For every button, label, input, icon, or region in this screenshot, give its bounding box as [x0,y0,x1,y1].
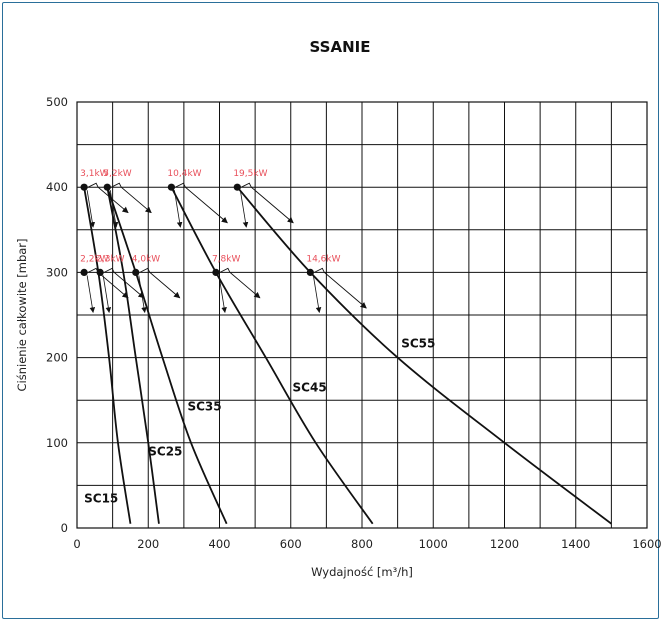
operating-point-dot [80,183,88,191]
power-leader-arrow [103,267,145,299]
flow-arrow [109,190,119,228]
curve-label-sc15: SC15 [84,491,118,505]
x-tick-label: 1400 [561,537,590,551]
x-tick-label: 200 [137,537,159,551]
x-tick-label: 1600 [632,537,661,551]
curve-label-sc45: SC45 [293,381,327,395]
power-label: 14,6kW [306,254,340,264]
x-tick-label: 800 [351,537,373,551]
power-leader-arrow [139,267,181,299]
power-leader-arrow [87,267,129,299]
curve-label-sc25: SC25 [148,445,182,459]
curve-sc35 [106,186,228,525]
flow-arrow [86,275,96,313]
flow-arrow [239,190,249,228]
power-label: 4,0kW [132,254,161,264]
power-leader-arrow [314,267,367,309]
y-tick-label: 400 [46,180,68,194]
chart-labels: 3,1kW 2,2kW 5,2kW 2,3kW 4,0kW 10,4kW 7,8kW 19,5… [80,169,435,505]
power-label: 2,3kW [96,254,125,264]
y-tick-label: 300 [46,265,68,279]
operating-point-dot [132,268,140,276]
power-label: 10,4kW [167,169,201,179]
y-axis-label: Ciśnienie całkowite [mbar] [15,238,29,391]
curve-sc15 [83,187,132,524]
curve-sc45 [170,186,374,525]
operating-point-dot [233,183,241,191]
plot-border [76,101,648,529]
y-tick-label: 500 [46,95,68,109]
power-leader-arrow [111,182,152,214]
power-label: 2,2kW [80,254,109,264]
power-leader-arrow [175,182,228,224]
power-leader-arrow [87,182,129,214]
power-label: 3,1kW [80,169,109,179]
y-tick-label: 200 [46,351,68,365]
x-tick-label: 1000 [419,537,448,551]
y-tick-label: 0 [61,521,68,535]
curve-label-sc55: SC55 [401,336,435,350]
operating-point-dot [212,268,220,276]
curve-label-sc35: SC35 [187,399,221,413]
chart-markers [80,182,367,313]
x-tick-label: 400 [209,537,231,551]
operating-point-dot [80,268,88,276]
operating-point-dot [103,183,111,191]
chart-axes: 0 200 400 600 800 1000 1200 1400 1600 0 100 200 300 4… [46,95,662,551]
x-tick-label: 0 [73,537,80,551]
flow-arrow [174,190,183,228]
flow-arrow [102,275,112,313]
flow-arrow [138,275,147,313]
y-tick-label: 100 [46,436,68,450]
operating-point-dot [306,268,314,276]
power-leader-arrow [241,182,294,224]
power-leader-arrow [219,267,261,299]
power-label: 7,8kW [212,254,241,264]
curve-sc25 [106,187,160,524]
operating-point-dot [96,268,104,276]
power-label: 5,2kW [103,169,132,179]
power-label: 19,5kW [233,169,267,179]
chart-title: SSANIE [310,38,371,56]
operating-point-dot [167,183,176,191]
chart-curves [83,186,612,525]
x-tick-label: 600 [280,537,302,551]
x-tick-label: 1200 [490,537,519,551]
chart-grid [76,101,648,529]
x-axis-label: Wydajność [m³/h] [311,565,413,579]
flow-arrow [86,190,96,228]
flow-arrow [312,275,322,313]
curve-sc55 [236,186,612,525]
flow-arrow [218,275,227,313]
